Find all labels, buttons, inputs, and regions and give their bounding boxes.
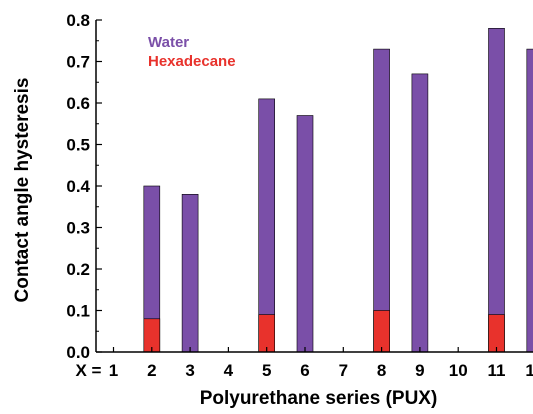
x-tick-label: 9 <box>415 361 424 380</box>
bar-hexadecane-x5 <box>258 314 276 353</box>
x-tick-label: 5 <box>262 361 271 380</box>
x-tick-label: 2 <box>147 361 156 380</box>
x-tick-label: 12 <box>525 361 533 380</box>
x-tick-label: 8 <box>377 361 386 380</box>
x-axis-title: Polyurethane series (PUX) <box>200 388 438 409</box>
legend-hexadecane: Hexadecane <box>148 53 236 70</box>
bar-hexadecane-x8 <box>373 310 390 353</box>
bar-hexadecane-x11 <box>488 314 505 353</box>
x-tick-label: 6 <box>300 361 309 380</box>
y-tick-label: 0.7 <box>66 53 90 72</box>
y-tick-label: 0.5 <box>66 136 90 155</box>
x-tick-label: 3 <box>185 361 194 380</box>
bar-water-x9 <box>411 73 429 353</box>
y-tick-label: 0.6 <box>66 94 90 113</box>
x-tick-label: 1 <box>109 361 118 380</box>
bar-water-x12 <box>526 48 533 353</box>
y-tick-label: 0.3 <box>66 219 90 238</box>
bar-water-x11 <box>488 27 505 353</box>
bar-water-x5 <box>258 98 276 353</box>
bar-water-x8 <box>373 48 390 353</box>
bar-water-x6 <box>296 115 314 353</box>
y-tick-label: 0.1 <box>66 302 90 321</box>
bar-water-x3 <box>181 194 199 353</box>
x-axis-prefix: X = <box>76 361 102 380</box>
y-tick-label: 0.8 <box>66 11 90 30</box>
y-tick-label: 0.0 <box>66 343 90 362</box>
y-axis-title: Contact angle hysteresis <box>12 78 33 303</box>
legend-water: Water <box>148 34 189 51</box>
y-tick-label: 0.2 <box>66 260 90 279</box>
x-tick-label: 11 <box>488 361 506 380</box>
x-tick-label: 10 <box>449 361 468 380</box>
x-tick-label: 7 <box>339 361 348 380</box>
y-tick-label: 0.4 <box>66 177 90 196</box>
x-tick-label: 4 <box>224 361 234 380</box>
